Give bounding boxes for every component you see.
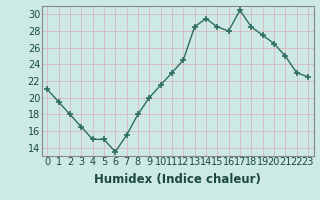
X-axis label: Humidex (Indice chaleur): Humidex (Indice chaleur) — [94, 173, 261, 186]
